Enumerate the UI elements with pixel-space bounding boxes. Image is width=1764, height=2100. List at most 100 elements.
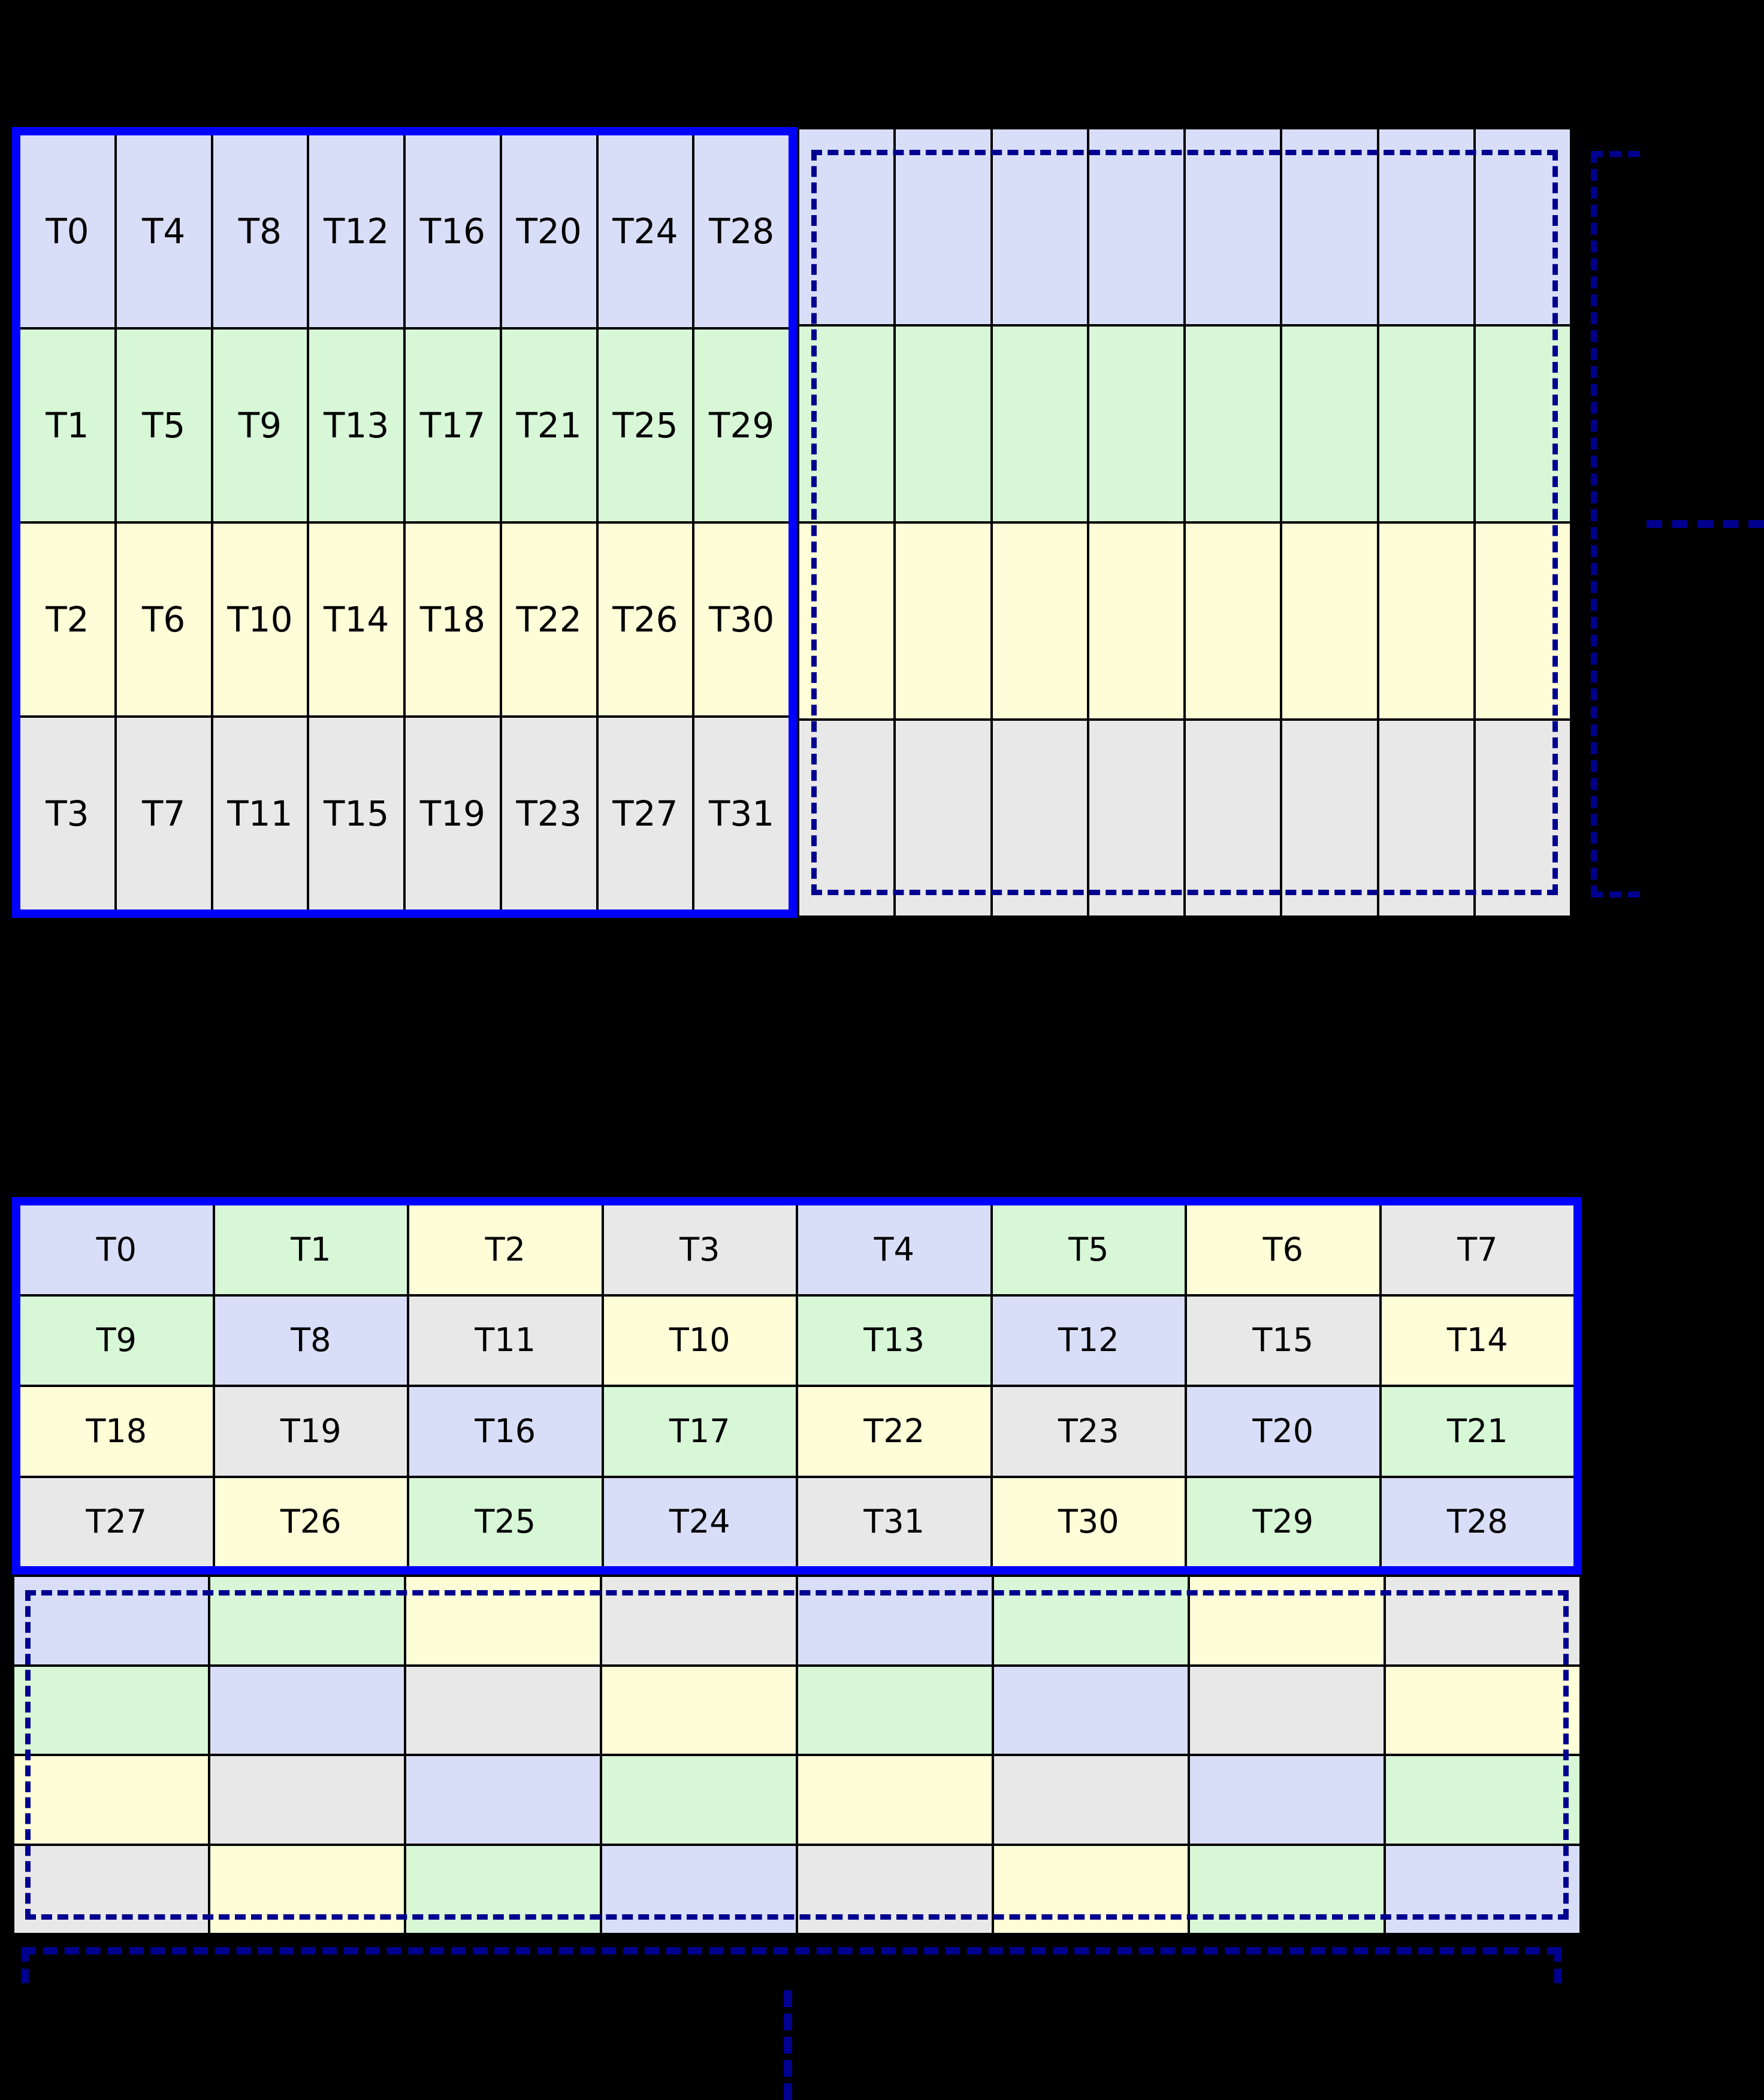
continuation-cell [994,1845,1188,1933]
thread-cell: T24 [603,1477,796,1566]
thread-cell: T22 [798,1387,990,1476]
continuation-cell [1186,327,1280,521]
continuation-cell [799,721,894,915]
continuation-cell [1475,327,1570,521]
thread-cell: T11 [409,1296,602,1385]
thread-cell: T28 [1381,1477,1573,1566]
thread-cell: T16 [409,1387,602,1476]
continuation-cell [1379,721,1473,915]
continuation-cell [14,1845,208,1933]
thread-cell: T18 [20,1387,213,1476]
vertical-continuation-dots [784,1990,792,2100]
thread-cell: T27 [598,718,693,910]
continuation-cell [1089,721,1183,915]
top-grid-continuation-block [797,127,1572,918]
thread-cell: T7 [1381,1205,1573,1294]
thread-cell: T15 [309,718,403,910]
thread-cell: T17 [406,330,500,521]
continuation-cell [994,1756,1188,1844]
continuation-cell [1386,1577,1579,1664]
continuation-cell [14,1666,208,1754]
continuation-cell [1186,129,1280,324]
bottom-continuation-bracket [22,1947,1561,1983]
continuation-cell [1190,1756,1384,1844]
thread-cell: T8 [213,135,307,327]
continuation-cell [1379,327,1473,521]
continuation-cell [602,1845,796,1933]
continuation-cell [406,1666,600,1754]
thread-cell: T16 [406,135,500,327]
continuation-cell [798,1845,992,1933]
thread-cell: T23 [502,718,596,910]
horizontal-continuation-dots [1647,520,1764,528]
continuation-cell [1282,524,1377,718]
bottom-grid-labeled-block: T0 T1 T2 T3 T4 T5 T6 T7 T9 T8 T11 T10 T13 T12 T15 T14 T1… [12,1197,1582,1575]
thread-cell: T3 [20,718,114,910]
continuation-cell [1475,524,1570,718]
thread-cell: T19 [406,718,500,910]
continuation-cell [406,1845,600,1933]
thread-cell: T20 [502,135,596,327]
thread-cell: T20 [1187,1387,1379,1476]
thread-cell: T9 [20,1296,213,1385]
continuation-cell [992,721,1087,915]
thread-cell: T29 [694,330,789,521]
thread-cell: T12 [309,135,403,327]
thread-cell: T25 [409,1477,602,1566]
right-continuation-bracket [1591,151,1640,898]
thread-cell: T21 [1381,1387,1573,1476]
continuation-cell [210,1666,404,1754]
continuation-cell [14,1756,208,1844]
continuation-cell [994,1666,1188,1754]
continuation-cell [1282,327,1377,521]
thread-cell: T24 [598,135,693,327]
continuation-cell [896,524,990,718]
thread-cell: T8 [215,1296,407,1385]
top-grid-labeled-block: T0 T4 T8 T12 T16 T20 T24 T28 T1 T5 T9 T13 T17 T21 T25 T… [12,127,797,918]
thread-cell: T15 [1187,1296,1379,1385]
thread-cell: T22 [502,524,596,715]
thread-cell: T18 [406,524,500,715]
thread-cell: T4 [798,1205,990,1294]
continuation-cell [992,129,1087,324]
continuation-cell [798,1756,992,1844]
continuation-cell [798,1666,992,1754]
continuation-cell [1089,524,1183,718]
thread-cell: T14 [1381,1296,1573,1385]
continuation-cell [1190,1666,1384,1754]
thread-cell: T9 [213,330,307,521]
continuation-cell [896,721,990,915]
continuation-cell [406,1756,600,1844]
continuation-cell [602,1756,796,1844]
continuation-cell [1475,721,1570,915]
thread-cell: T1 [20,330,114,521]
continuation-cell [1282,129,1377,324]
continuation-cell [210,1577,404,1664]
thread-cell: T6 [116,524,211,715]
thread-cell: T31 [694,718,789,910]
continuation-cell [896,129,990,324]
thread-cell: T14 [309,524,403,715]
continuation-cell [799,327,894,521]
continuation-cell [210,1756,404,1844]
thread-cell: T29 [1187,1477,1379,1566]
continuation-cell [210,1845,404,1933]
thread-cell: T0 [20,1205,213,1294]
thread-cell: T1 [215,1205,407,1294]
thread-cell: T2 [409,1205,602,1294]
thread-cell: T2 [20,524,114,715]
thread-cell: T0 [20,135,114,327]
thread-cell: T21 [502,330,596,521]
thread-cell: T25 [598,330,693,521]
thread-cell: T12 [992,1296,1185,1385]
continuation-cell [799,524,894,718]
continuation-cell [1379,524,1473,718]
thread-cell: T3 [603,1205,796,1294]
thread-cell: T4 [116,135,211,327]
continuation-cell [1089,129,1183,324]
continuation-cell [799,129,894,324]
continuation-cell [602,1577,796,1664]
bottom-grid-continuation-block [12,1575,1582,1935]
thread-cell: T30 [694,524,789,715]
